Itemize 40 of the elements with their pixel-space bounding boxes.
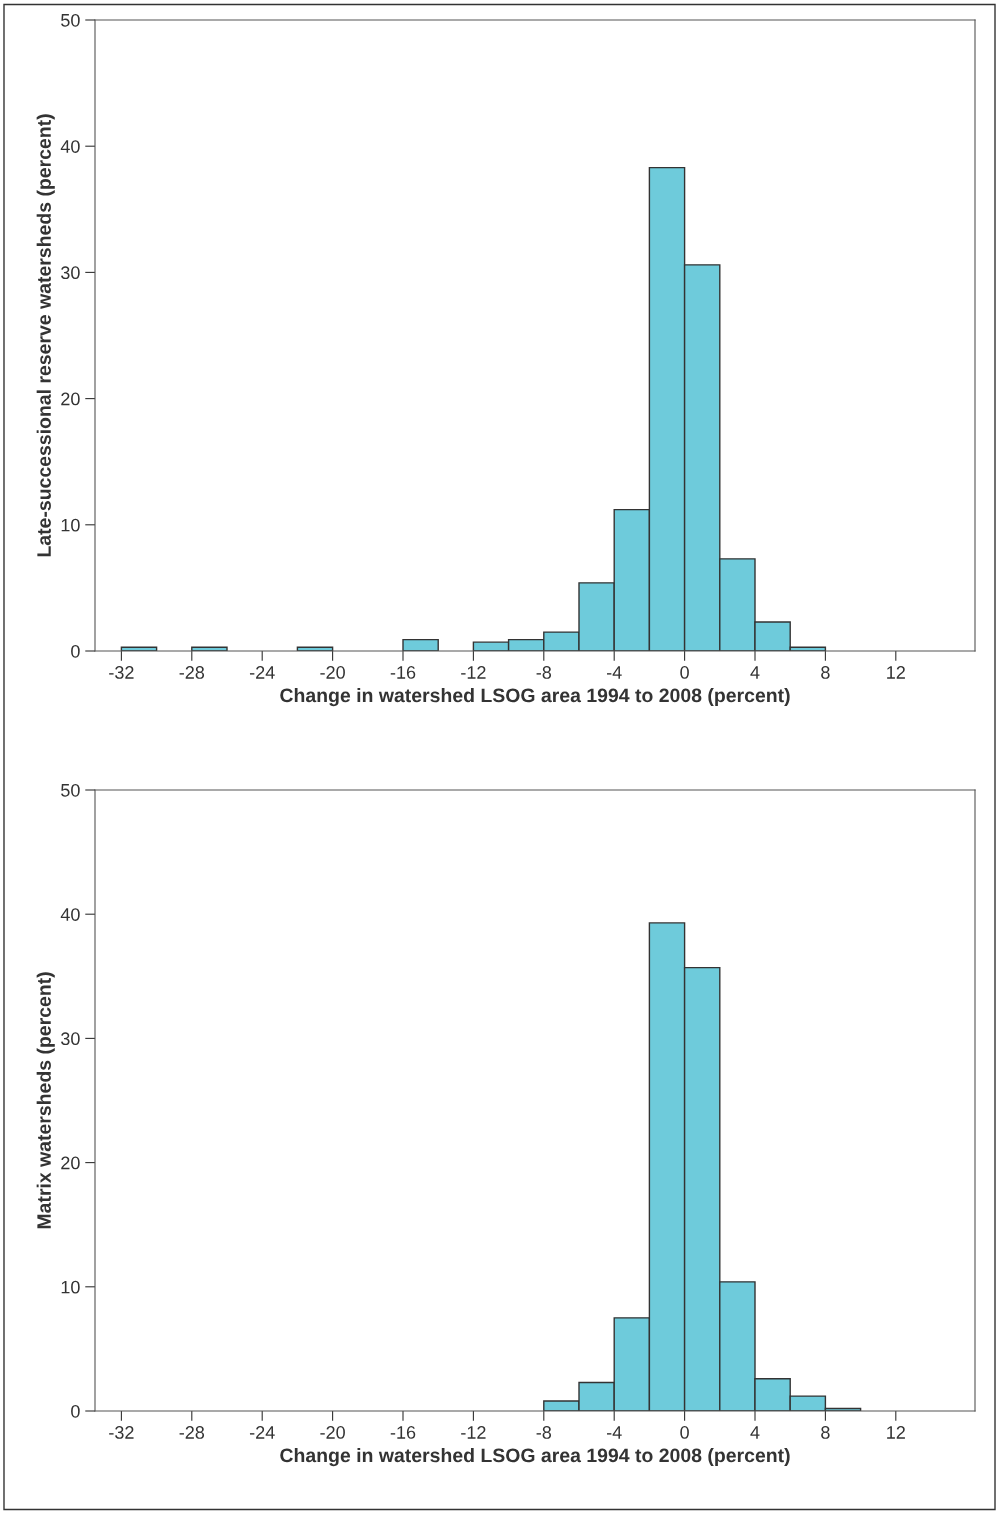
y-axis-title: Matrix watersheds (percent)	[36, 972, 55, 1229]
y-tick-label: 30	[61, 1032, 80, 1046]
y-tick-label: 10	[61, 1280, 80, 1294]
y-tick-label: 0	[71, 644, 80, 658]
x-tick-label: -16	[390, 666, 416, 679]
x-axis-title: Change in watershed LSOG area 1994 to 2008 (percent)	[280, 1447, 790, 1467]
y-tick-label: 30	[61, 266, 80, 280]
x-tick-label: -4	[606, 666, 622, 679]
x-axis-title: Change in watershed LSOG area 1994 to 2008 (percent)	[280, 687, 790, 707]
x-tick-label: -28	[179, 666, 205, 679]
y-tick-label: 50	[61, 13, 80, 27]
x-tick-label: 4	[750, 1426, 760, 1439]
x-tick-label: 0	[680, 666, 689, 679]
y-tick-label: 0	[71, 1404, 80, 1418]
x-tick-label: -12	[461, 666, 486, 679]
x-tick-label: 8	[821, 666, 830, 679]
y-tick-label: 40	[60, 908, 80, 921]
x-tick-label: 0	[680, 1426, 689, 1439]
x-tick-label: -20	[320, 666, 345, 679]
y-tick-label: 20	[61, 1156, 80, 1170]
y-tick-label: 40	[60, 140, 80, 153]
x-tick-label: -24	[249, 1426, 275, 1439]
x-tick-label: -24	[249, 666, 275, 679]
x-tick-label: -20	[320, 1426, 345, 1439]
x-tick-label: -16	[390, 1426, 416, 1439]
y-tick-label: 50	[61, 783, 80, 797]
x-tick-label: -8	[536, 1426, 552, 1439]
x-tick-label: -32	[109, 666, 134, 679]
x-tick-label: 4	[750, 666, 760, 679]
y-axis-title: Late-successional reserve watersheds (percent)	[36, 114, 55, 557]
y-tick-label: 20	[61, 392, 80, 406]
x-tick-label: -32	[109, 1426, 134, 1439]
x-tick-label: -4	[606, 1426, 622, 1439]
x-tick-label: -12	[461, 1426, 486, 1439]
x-tick-label: 12	[887, 1426, 905, 1439]
x-tick-label: -8	[536, 666, 552, 679]
x-tick-label: 8	[821, 1426, 830, 1439]
x-tick-label: -28	[179, 1426, 205, 1439]
y-tick-label: 10	[61, 518, 80, 532]
x-tick-label: 12	[887, 666, 905, 679]
